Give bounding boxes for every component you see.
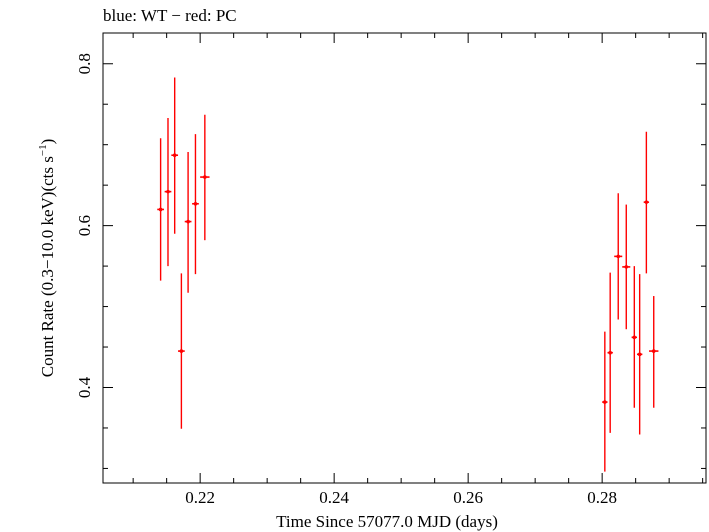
data-point	[636, 274, 643, 435]
data-point	[157, 138, 164, 281]
chart-title: blue: WT − red: PC	[103, 6, 237, 25]
y-axis-label-end: )	[38, 139, 57, 145]
point-marker	[603, 400, 607, 404]
data-point	[200, 114, 210, 241]
data-point	[192, 134, 199, 275]
y-tick-label: 0.6	[75, 215, 94, 236]
x-tick-label: 0.28	[587, 488, 617, 507]
y-axis-label: Count Rate (0.3−10.0 keV)(cts s−1)	[37, 139, 57, 378]
point-marker	[203, 175, 207, 179]
data-point	[643, 131, 650, 274]
point-marker	[624, 265, 629, 269]
point-marker	[616, 254, 621, 259]
axis-ticks	[103, 33, 706, 483]
data-point	[622, 204, 631, 330]
point-marker	[166, 189, 170, 194]
point-marker	[193, 201, 198, 206]
data-point	[602, 331, 608, 472]
point-marker	[186, 219, 190, 224]
x-tick-label: 0.26	[453, 488, 483, 507]
x-tick-label: 0.22	[185, 488, 215, 507]
data-point	[631, 266, 637, 408]
y-axis-label-superscript: −1	[37, 144, 49, 156]
data-point	[171, 77, 179, 234]
point-marker	[608, 350, 612, 355]
y-tick-labels: 0.4 0.6 0.8	[75, 53, 94, 398]
point-marker	[179, 349, 184, 353]
data-point	[614, 193, 623, 320]
point-marker	[158, 207, 163, 212]
x-tick-label: 0.24	[319, 488, 349, 507]
data-point	[164, 117, 172, 267]
data-points	[157, 77, 659, 472]
data-point	[184, 151, 192, 293]
point-marker	[651, 349, 656, 353]
point-marker	[632, 335, 637, 340]
y-tick-label: 0.4	[75, 376, 94, 398]
data-point	[178, 273, 185, 429]
y-tick-label: 0.8	[75, 53, 94, 74]
y-axis-label-main: Count Rate (0.3−10.0 keV)(cts s	[38, 156, 57, 377]
point-marker	[644, 200, 649, 204]
data-point	[607, 272, 613, 433]
x-tick-labels: 0.22 0.24 0.26 0.28	[185, 488, 617, 507]
x-axis-label: Time Since 57077.0 MJD (days)	[276, 512, 498, 531]
data-point	[649, 296, 659, 408]
plot-frame	[102, 32, 707, 484]
point-marker	[172, 153, 177, 158]
point-marker	[637, 352, 642, 357]
